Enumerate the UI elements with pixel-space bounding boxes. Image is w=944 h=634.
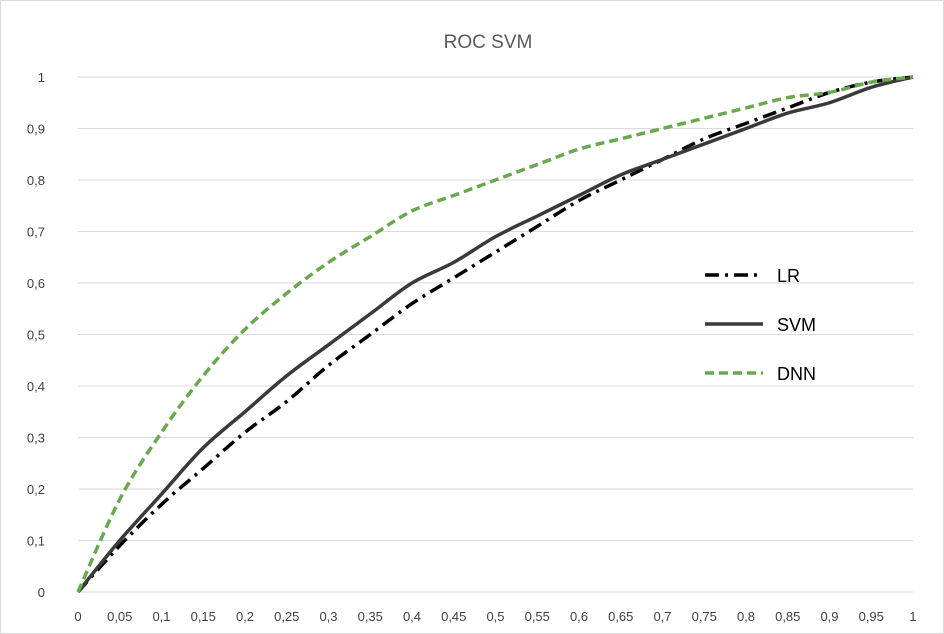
y-tick-label: 0,9 [27, 122, 45, 137]
x-tick-label: 0,7 [653, 609, 671, 624]
x-tick-label: 0,25 [274, 609, 299, 624]
y-axis-ticks: 0 0,1 0,2 0,3 0,4 0,5 0,6 0,7 0,8 0,9 1 [27, 70, 45, 600]
y-tick-label: 0 [38, 585, 45, 600]
x-tick-label: 0 [74, 609, 81, 624]
x-axis-ticks: 0 0,05 0,1 0,15 0,2 0,25 0,3 0,35 0,4 0,45 0,5 0,55… [74, 609, 916, 624]
x-tick-label: 0,65 [608, 609, 633, 624]
series-lines [76, 75, 914, 594]
x-tick-label: 0,95 [859, 609, 884, 624]
x-tick-label: 0,75 [692, 609, 717, 624]
x-tick-label: 0,55 [525, 609, 550, 624]
legend-label-lr: LR [777, 266, 800, 286]
y-tick-label: 0,3 [27, 431, 45, 446]
x-tick-label: 0,9 [820, 609, 838, 624]
y-tick-label: 0,4 [27, 379, 45, 394]
legend-label-dnn: DNN [777, 364, 816, 384]
chart-title: ROC SVM [444, 32, 533, 53]
x-tick-label: 0,4 [403, 609, 421, 624]
x-tick-label: 0,85 [775, 609, 800, 624]
y-tick-label: 1 [38, 70, 45, 85]
y-tick-label: 0,7 [27, 225, 45, 240]
x-tick-label: 0,35 [358, 609, 383, 624]
series-line-svm [76, 75, 914, 594]
x-tick-label: 0,8 [737, 609, 755, 624]
x-tick-label: 0,45 [441, 609, 466, 624]
legend-label-svm: SVM [777, 315, 816, 335]
x-tick-label: 0,5 [486, 609, 504, 624]
y-tick-label: 0,6 [27, 276, 45, 291]
legend: LR SVM DNN [705, 266, 816, 384]
x-tick-label: 0,1 [152, 609, 170, 624]
y-tick-label: 0,2 [27, 482, 45, 497]
y-tick-label: 0,1 [27, 534, 45, 549]
x-tick-label: 1 [909, 609, 916, 624]
y-tick-label: 0,8 [27, 173, 45, 188]
x-tick-label: 0,15 [191, 609, 216, 624]
series-line-lr [76, 75, 914, 594]
x-tick-label: 0,6 [570, 609, 588, 624]
x-tick-label: 0,2 [236, 609, 254, 624]
x-tick-label: 0,3 [319, 609, 337, 624]
x-tick-label: 0,05 [107, 609, 132, 624]
y-tick-label: 0,5 [27, 328, 45, 343]
